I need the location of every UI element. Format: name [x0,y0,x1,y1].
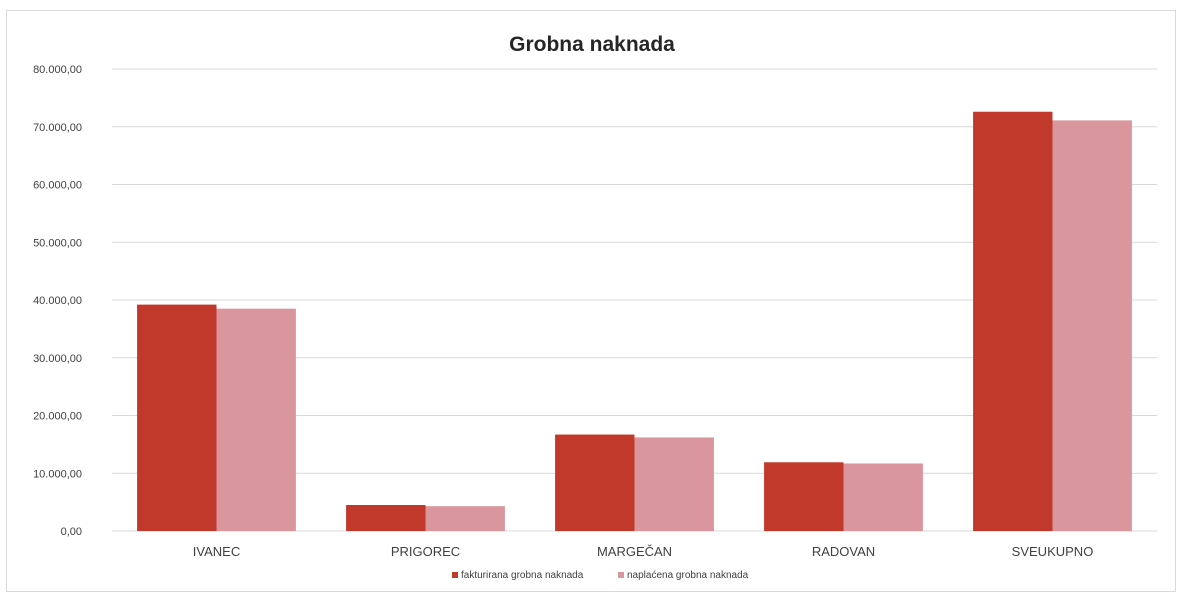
x-category-label: RADOVAN [812,544,875,559]
y-tick-label: 50.000,00 [33,237,82,249]
legend-label: fakturirana grobna naknada [461,570,584,581]
chart-title: Grobna naknada [509,33,675,56]
y-axis-ticks: 0,00 10.000,00 20.000,00 30.000,00 40.000,00… [33,64,82,538]
x-category-label: MARGEČAN [597,544,672,559]
bar-naplacena-4 [1052,120,1132,532]
bar-fakturirana-4 [973,111,1053,532]
y-tick-label: 40.000,00 [33,295,82,307]
bar-fakturirana-3 [764,462,844,531]
bar-fakturirana-1 [346,505,426,531]
y-tick-label: 0,00 [61,526,82,538]
x-axis-categories: IVANEC PRIGOREC MARGEČAN RADOVAN SVEUKUPNO [193,544,1094,559]
y-tick-label: 70.000,00 [33,122,82,134]
y-tick-label: 60.000,00 [33,180,82,192]
y-tick-label: 30.000,00 [33,353,82,365]
legend-swatch [618,572,624,578]
bars [137,111,1132,532]
bar-fakturirana-0 [137,304,217,531]
y-tick-label: 20.000,00 [33,411,82,423]
y-tick-label: 10.000,00 [33,468,82,480]
chart-frame: Grobna naknada 0,00 10.000,00 20.000,00 30.… [6,10,1176,592]
legend: fakturirana grobna naknada naplaćena grob… [452,570,749,581]
y-tick-label: 80.000,00 [33,64,82,76]
x-category-label: IVANEC [193,544,240,559]
bar-naplacena-2 [634,437,714,531]
bar-fakturirana-2 [555,434,635,531]
bar-naplacena-0 [216,308,296,531]
x-category-label: PRIGOREC [391,544,460,559]
legend-swatch [452,572,458,578]
x-category-label: SVEUKUPNO [1012,544,1094,559]
legend-label: naplaćena grobna naknada [627,570,749,581]
bar-naplacena-1 [425,506,505,531]
bar-naplacena-3 [843,463,923,531]
bar-chart: Grobna naknada 0,00 10.000,00 20.000,00 30.… [33,33,1157,581]
